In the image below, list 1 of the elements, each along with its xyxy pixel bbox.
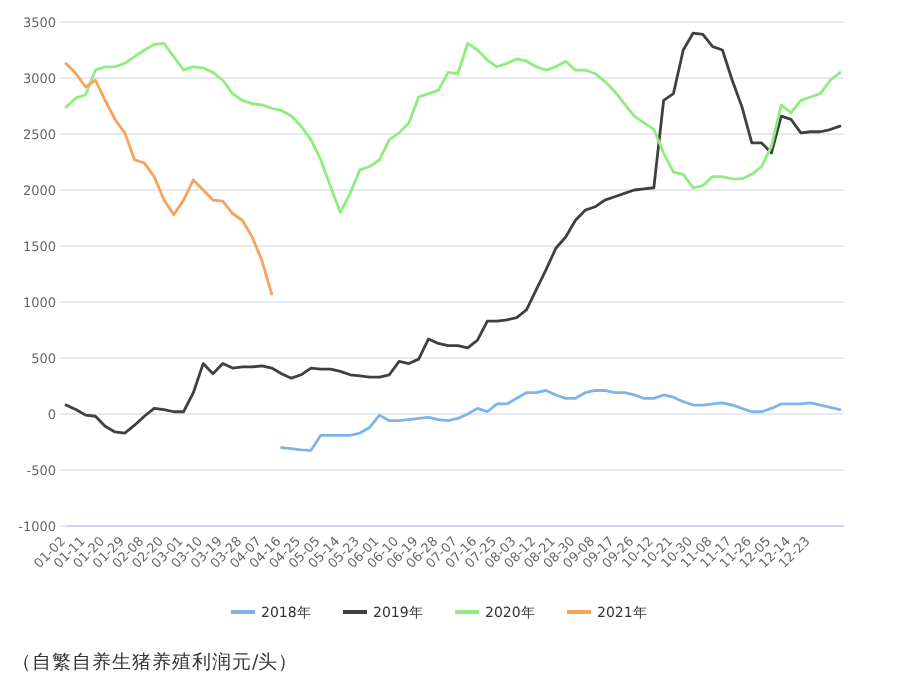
text: （自繁自养生猪养殖利润元/头） bbox=[12, 650, 299, 674]
